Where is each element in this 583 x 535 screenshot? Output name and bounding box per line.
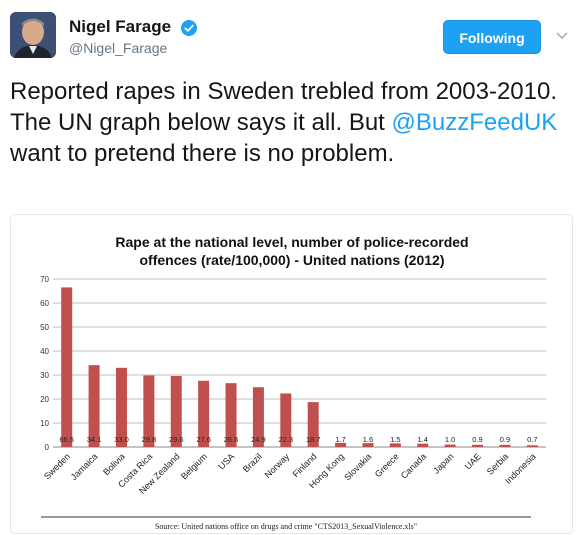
- bar: [417, 443, 429, 447]
- mention-link[interactable]: @BuzzFeedUK: [391, 109, 558, 136]
- bar: [335, 442, 347, 447]
- bar: [88, 365, 100, 447]
- y-tick-label: 40: [40, 347, 49, 356]
- y-tick-label: 50: [40, 323, 49, 332]
- tweet-image-chart[interactable]: Rape at the national level, number of po…: [10, 214, 573, 534]
- x-tick-label: Bolivia: [101, 451, 127, 477]
- bar-value-label: 0.9: [472, 435, 482, 444]
- bar-value-label: 29.6: [169, 435, 184, 444]
- bar-value-label: 0.9: [500, 435, 510, 444]
- y-tick-label: 30: [40, 371, 49, 380]
- bar-value-label: 1.4: [418, 435, 428, 444]
- bar-value-label: 66.5: [59, 435, 74, 444]
- chart-title-line1: Rape at the national level, number of po…: [115, 234, 468, 250]
- bar-value-label: 29.8: [142, 435, 157, 444]
- chart-bars: [61, 287, 538, 447]
- bar: [280, 393, 292, 447]
- bar: [389, 443, 401, 447]
- x-tick-label: Norway: [263, 451, 292, 480]
- x-tick-label: Belgium: [179, 451, 209, 481]
- bar: [499, 444, 511, 447]
- bar: [198, 380, 210, 447]
- value-labels: 66.5 34.1 33.0 29.8 29.6 27.6 26.6 24.9 22.3 18.7…: [59, 435, 537, 444]
- x-tick-label: Brazil: [241, 451, 264, 474]
- x-tick-label: Greece: [373, 451, 401, 479]
- y-tick-label: 10: [40, 419, 49, 428]
- bar-value-label: 26.6: [224, 435, 239, 444]
- y-axis-ticks: 0 10 20 30 40 50 60 70: [40, 275, 49, 452]
- chart-title-line2: offences (rate/100,000) - United nations…: [140, 252, 445, 268]
- x-tick-label: Sweden: [42, 451, 72, 481]
- x-tick-label: UAE: [463, 451, 483, 471]
- bar-value-label: 1.0: [445, 435, 455, 444]
- bar: [143, 375, 155, 447]
- bar: [444, 444, 456, 447]
- tweet-text-start: Reported rapes in Sweden trebled from 20…: [10, 78, 558, 136]
- avatar-photo: [10, 12, 56, 58]
- following-button[interactable]: Following: [443, 20, 541, 54]
- y-tick-label: 60: [40, 299, 49, 308]
- x-tick-label: Japan: [431, 451, 455, 475]
- bar-value-label: 1.5: [390, 435, 400, 444]
- y-tick-label: 20: [40, 395, 49, 404]
- tweet-text: Reported rapes in Sweden trebled from 20…: [10, 76, 570, 169]
- bar-value-label: 34.1: [87, 435, 102, 444]
- verified-badge-icon: [181, 20, 197, 36]
- x-tick-label: Serbia: [485, 451, 510, 476]
- bar-value-label: 33.0: [114, 435, 129, 444]
- bar-value-label: 24.9: [251, 435, 266, 444]
- x-tick-label: Canada: [399, 451, 428, 480]
- y-tick-label: 0: [45, 443, 50, 452]
- chevron-down-icon[interactable]: [556, 31, 568, 41]
- chart-source: Source: United nations office on drugs a…: [155, 522, 417, 531]
- x-tick-label: USA: [216, 451, 236, 471]
- chart-grid: [53, 278, 546, 448]
- tweet-text-end: want to pretend there is no problem.: [10, 140, 395, 167]
- bar: [61, 287, 73, 447]
- bar: [526, 445, 538, 447]
- bar: [362, 443, 374, 447]
- author-name[interactable]: Nigel Farage: [69, 17, 172, 36]
- bar-value-label: 1.7: [335, 435, 345, 444]
- bar-value-label: 27.6: [196, 435, 211, 444]
- x-tick-label: Slovakia: [342, 451, 373, 482]
- bar: [252, 387, 264, 447]
- bar-value-label: 0.7: [527, 435, 537, 444]
- x-tick-label: Jamaica: [69, 451, 100, 482]
- bar: [170, 375, 182, 447]
- author-handle[interactable]: @Nigel_Farage: [69, 40, 168, 56]
- bar-chart: Rape at the national level, number of po…: [40, 234, 546, 531]
- avatar[interactable]: [10, 12, 56, 58]
- bar-value-label: 22.3: [279, 435, 294, 444]
- bar: [307, 402, 319, 447]
- bar-value-label: 1.6: [363, 435, 373, 444]
- bar: [115, 367, 127, 447]
- bar: [472, 444, 484, 447]
- y-tick-label: 70: [40, 275, 49, 284]
- bar: [225, 383, 237, 447]
- bar-value-label: 18.7: [306, 435, 321, 444]
